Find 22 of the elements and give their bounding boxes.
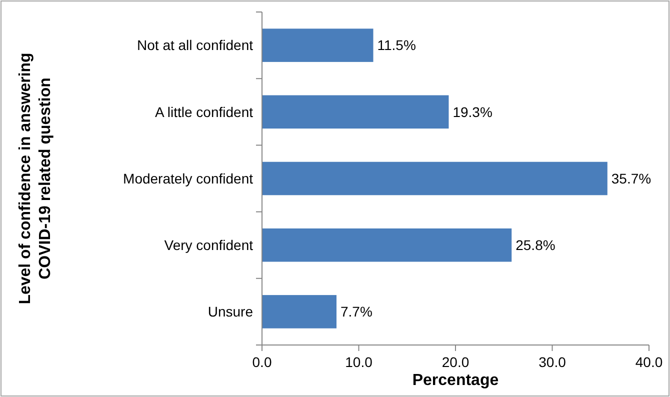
data-label: 19.3% (452, 104, 492, 120)
bar (262, 95, 449, 129)
data-label: 25.8% (516, 237, 556, 253)
x-tick-label: 20.0 (442, 354, 470, 370)
data-label: 11.5% (377, 37, 416, 54)
data-label: 7.7% (340, 304, 372, 320)
bar (262, 228, 512, 262)
y-axis-title: Level of confidence in answering COVID-19 related question (17, 52, 54, 304)
bar (262, 295, 336, 328)
bar (262, 162, 608, 196)
y-tick-label: A little confident (154, 104, 254, 120)
bar (262, 28, 374, 62)
y-tick-label: Unsure (208, 304, 254, 320)
x-tick-label: 30.0 (538, 354, 566, 370)
x-tick-label: 0.0 (252, 354, 272, 370)
y-tick-label: Very confident (164, 237, 254, 253)
data-label: 35.7% (611, 170, 652, 186)
y-tick-label: Moderately confident (123, 170, 254, 186)
x-tick-label: 10.0 (345, 354, 373, 370)
y-tick-label: Not at all confident (137, 37, 254, 54)
x-tick-label: 40.0 (635, 354, 663, 370)
x-axis-title: Percentage (412, 372, 499, 389)
